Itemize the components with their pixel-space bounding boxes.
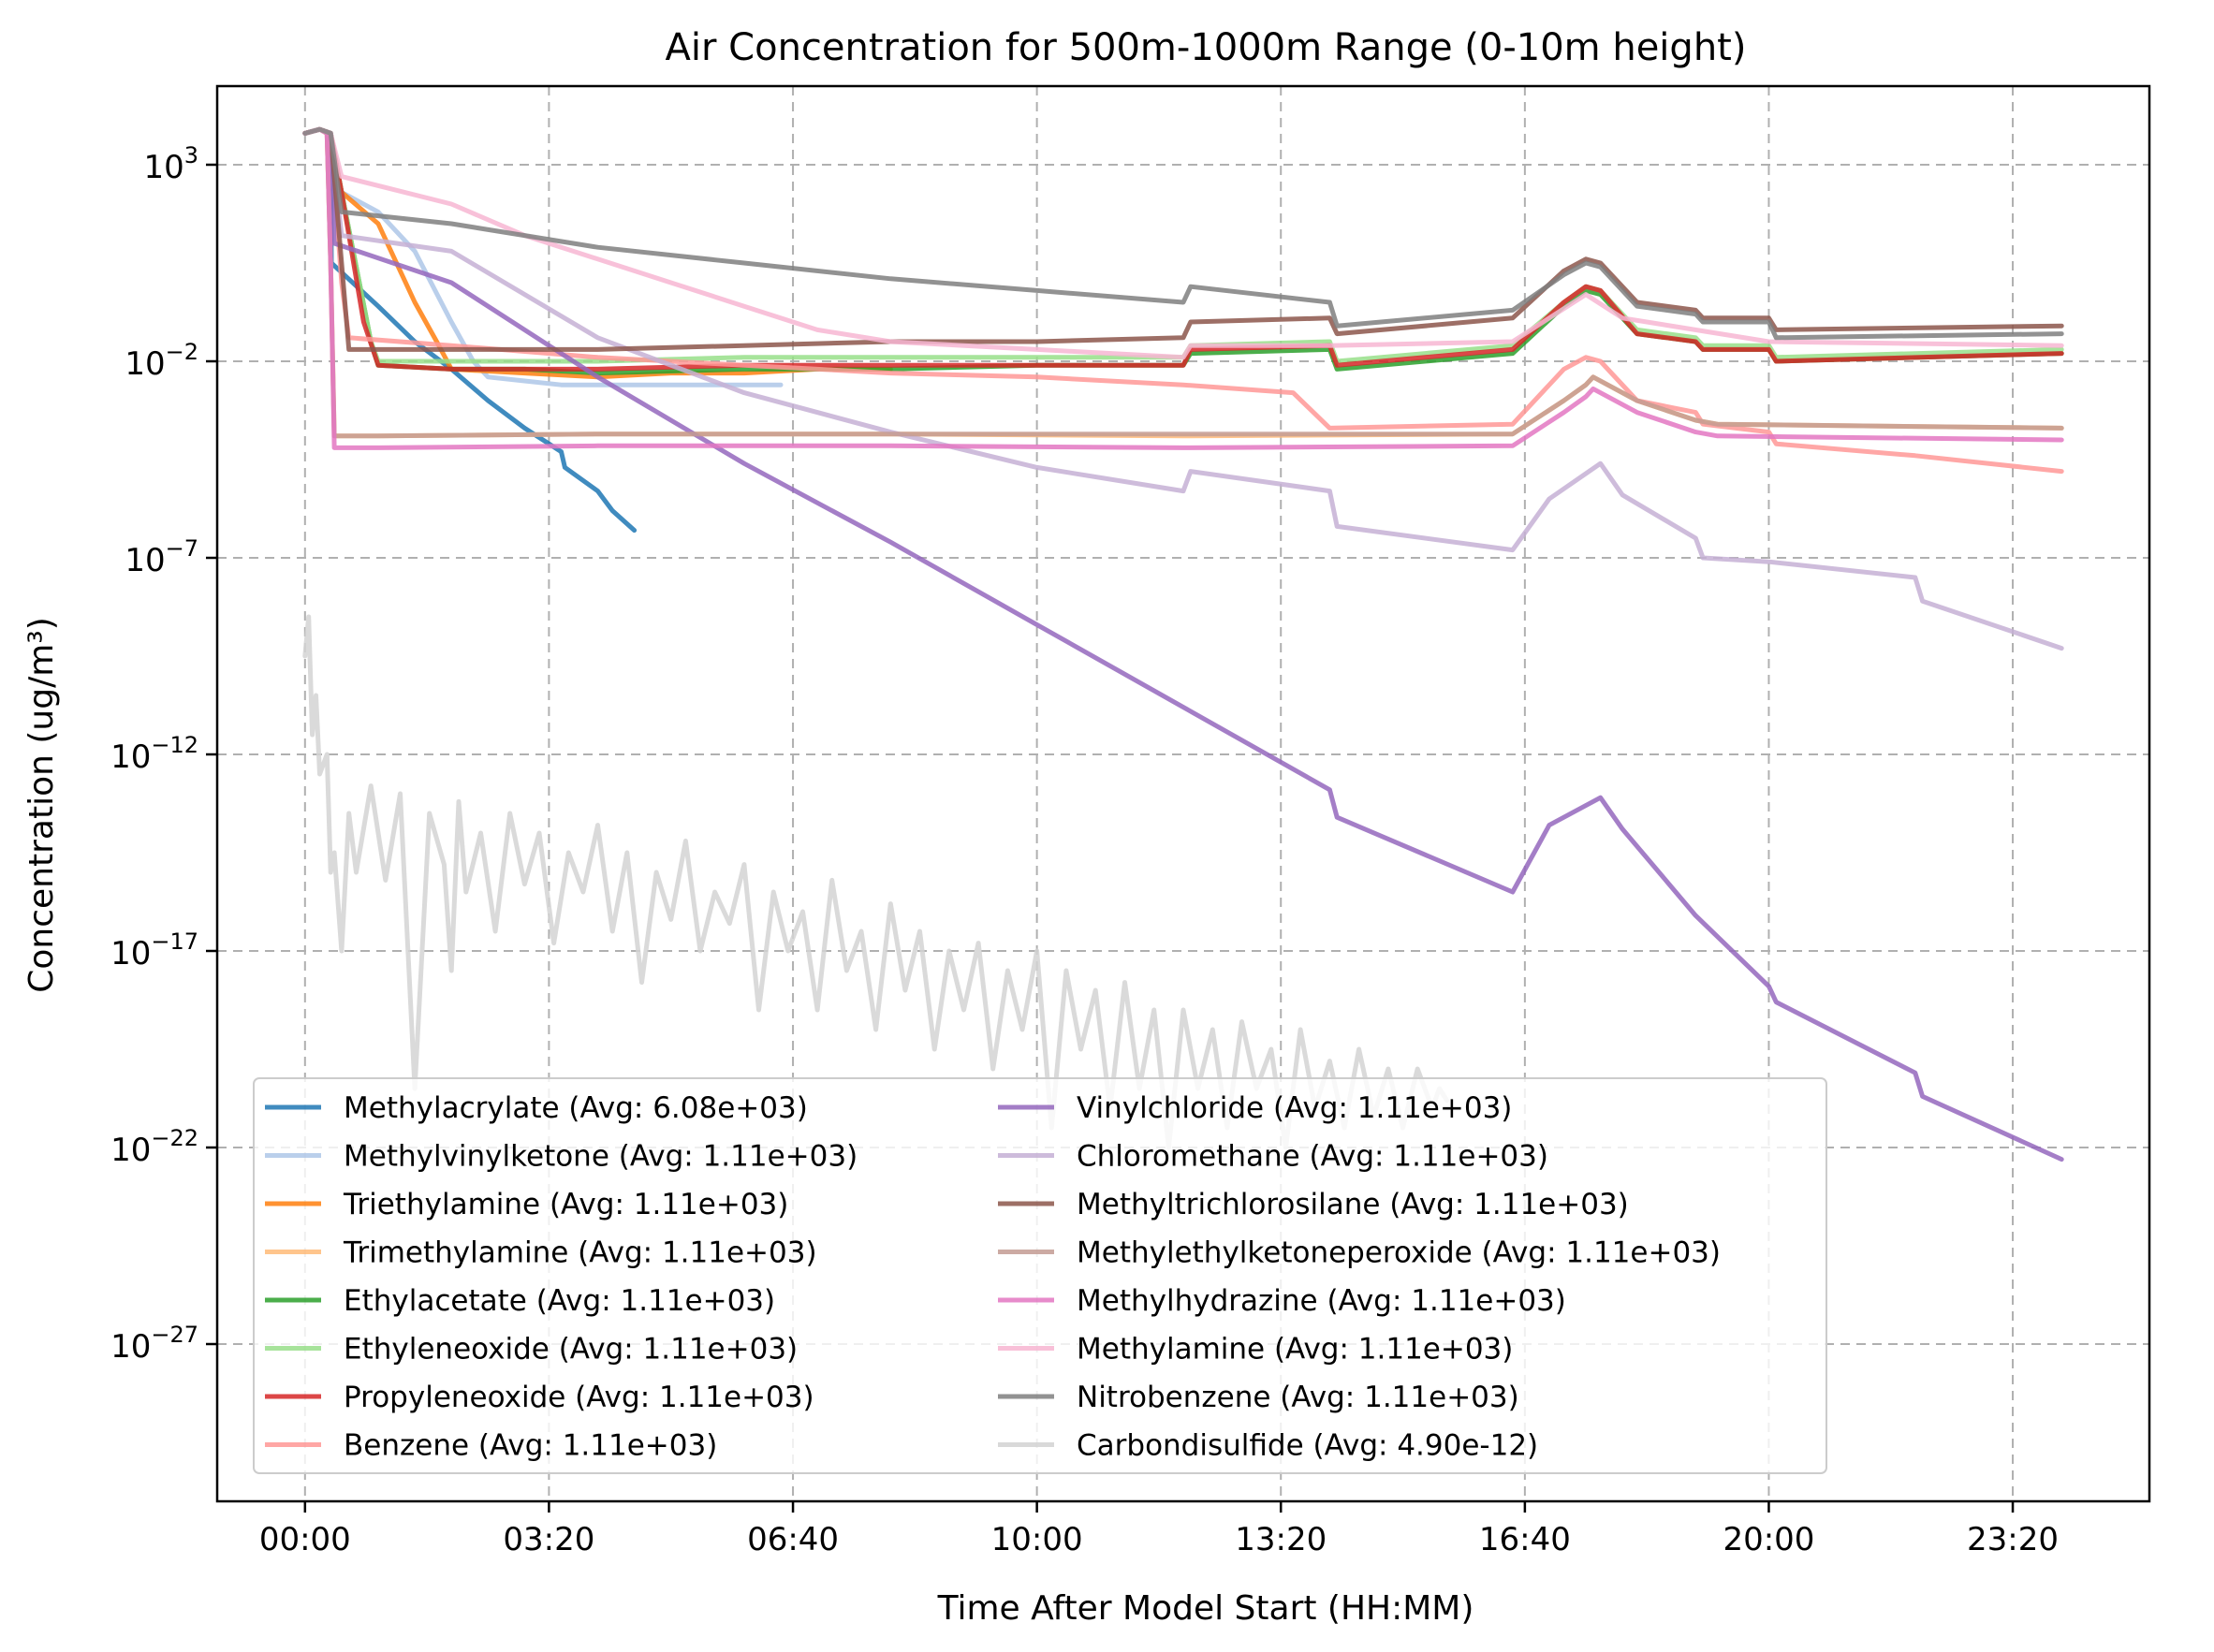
series-line-9 bbox=[302, 126, 2064, 1162]
series-line-10 bbox=[302, 126, 2064, 651]
x-tick-label: 23:20 bbox=[1967, 1521, 2059, 1558]
series-line-13 bbox=[302, 126, 2064, 450]
y-tick-label: 10−17 bbox=[110, 928, 198, 972]
legend-entry-label: Methylamine (Avg: 1.11e+03) bbox=[1077, 1333, 1513, 1367]
legend-entry-label: Methylethylketoneperoxide (Avg: 1.11e+03… bbox=[1077, 1236, 1721, 1270]
legend-entry-label: Methylhydrazine (Avg: 1.11e+03) bbox=[1077, 1284, 1566, 1318]
series-lines bbox=[302, 126, 2064, 1162]
legend-entry-label: Carbondisulfide (Avg: 4.90e-12) bbox=[1077, 1429, 1538, 1463]
x-axis-ticks: 00:00 03:20 06:40 10:00 13:20 16:40 20:00 23:20 bbox=[259, 1501, 2059, 1558]
x-tick-label: 06:40 bbox=[747, 1521, 839, 1558]
legend-entry-label: Chloromethane (Avg: 1.11e+03) bbox=[1077, 1140, 1548, 1174]
legend-entry-label: Ethyleneoxide (Avg: 1.11e+03) bbox=[344, 1333, 798, 1367]
legend-entry-label: Benzene (Avg: 1.11e+03) bbox=[344, 1429, 717, 1463]
y-tick-label: 10−2 bbox=[125, 339, 198, 383]
legend-entry-label: Methylvinylketone (Avg: 1.11e+03) bbox=[344, 1140, 858, 1174]
y-axis-label: Concentration (ug/m³) bbox=[22, 617, 61, 993]
legend-entry-label: Trimethylamine (Avg: 1.11e+03) bbox=[343, 1236, 817, 1270]
x-tick-label: 16:40 bbox=[1479, 1521, 1571, 1558]
legend-entry-label: Nitrobenzene (Avg: 1.11e+03) bbox=[1077, 1381, 1519, 1414]
y-tick-label: 10−27 bbox=[110, 1322, 198, 1366]
legend-entry-label: Triethylamine (Avg: 1.11e+03) bbox=[343, 1188, 788, 1221]
series-line-15 bbox=[302, 126, 2064, 341]
series-line-14 bbox=[302, 126, 2064, 360]
x-tick-label: 10:00 bbox=[991, 1521, 1083, 1558]
plot-area-frame bbox=[215, 84, 2151, 1503]
y-tick-label: 10−7 bbox=[125, 535, 198, 579]
y-tick-label: 103 bbox=[143, 142, 198, 186]
legend-entry-label: Propyleneoxide (Avg: 1.11e+03) bbox=[344, 1381, 814, 1414]
y-axis-ticks: 103 10−2 10−7 10−12 10−17 10−22 10−27 bbox=[110, 142, 217, 1366]
x-tick-label: 13:20 bbox=[1235, 1521, 1327, 1558]
legend-entry-label: Ethylacetate (Avg: 1.11e+03) bbox=[344, 1284, 775, 1318]
y-tick-label: 10−22 bbox=[110, 1125, 198, 1169]
x-tick-label: 20:00 bbox=[1723, 1521, 1814, 1558]
legend: Methylacrylate (Avg: 6.08e+03) Methylviny… bbox=[253, 1077, 1827, 1474]
legend-entry-label: Methyltrichlorosilane (Avg: 1.11e+03) bbox=[1077, 1188, 1629, 1221]
chart-title: Air Concentration for 500m-1000m Range (… bbox=[666, 26, 1747, 69]
legend-box bbox=[253, 1077, 1827, 1474]
y-tick-label: 10−12 bbox=[110, 732, 198, 776]
series-line-11 bbox=[302, 126, 2064, 352]
x-tick-label: 03:20 bbox=[503, 1521, 594, 1558]
legend-entry-label: Methylacrylate (Avg: 6.08e+03) bbox=[344, 1091, 808, 1125]
x-axis-label: Time After Model Start (HH:MM) bbox=[937, 1589, 1474, 1628]
legend-entry-label: Vinylchloride (Avg: 1.11e+03) bbox=[1077, 1091, 1512, 1125]
x-tick-label: 00:00 bbox=[259, 1521, 351, 1558]
series-line-16 bbox=[302, 614, 1449, 1150]
